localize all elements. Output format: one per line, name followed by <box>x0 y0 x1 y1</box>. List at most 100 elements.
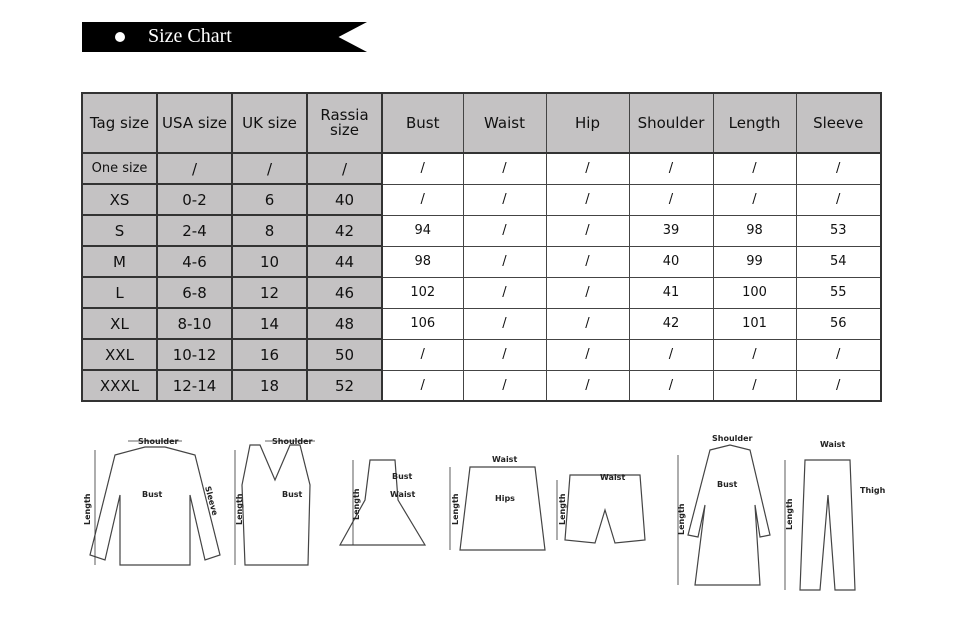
table-cell: / <box>231 152 308 185</box>
table-cell: 0-2 <box>156 183 233 216</box>
label-shoulder-2: Shoulder <box>272 437 313 446</box>
table-cell: 99 <box>712 245 797 278</box>
table-cell: 40 <box>628 245 714 278</box>
column-header: Length <box>712 92 797 154</box>
table-cell: 44 <box>306 245 383 278</box>
table-row: XXL 10-12 16 50// / / / / <box>81 338 882 371</box>
table-cell: XL <box>81 307 158 340</box>
table-cell: 6-8 <box>156 276 233 309</box>
label-length-1: Length <box>83 493 92 525</box>
column-header: Tag size <box>81 92 158 154</box>
table-cell: 41 <box>628 276 714 309</box>
table-cell: 42 <box>306 214 383 247</box>
table-cell: / <box>545 369 630 402</box>
table-cell: / <box>156 152 233 185</box>
label-sleeve: Sleeve <box>203 485 220 517</box>
table-cell: XXXL <box>81 369 158 402</box>
table-cell: L <box>81 276 158 309</box>
label-waist-2: Waist <box>492 455 517 464</box>
table-cell: 16 <box>231 338 308 371</box>
table-row: L 6-8 12 46 102//41 100 55 <box>81 276 882 309</box>
table-cell: / <box>795 369 882 402</box>
table-cell: 50 <box>306 338 383 371</box>
table-cell: / <box>545 152 630 185</box>
table-row: XL 8-10 14 48 106//42 101 56 <box>81 307 882 340</box>
table-cell: XXL <box>81 338 158 371</box>
table-cell: / <box>462 214 547 247</box>
label-waist-3: Waist <box>600 473 625 482</box>
label-length-3: Length <box>352 488 361 520</box>
table-cell: 39 <box>628 214 714 247</box>
table-cell: / <box>545 245 630 278</box>
table-row: One size / / / / / / / / / <box>81 152 882 185</box>
table-cell: / <box>462 152 547 185</box>
table-cell: One size <box>81 152 158 185</box>
label-bust-3: Bust <box>392 472 413 481</box>
table-cell: 2-4 <box>156 214 233 247</box>
table-cell: 54 <box>795 245 882 278</box>
label-length-6: Length <box>677 503 686 535</box>
table-cell: 56 <box>795 307 882 340</box>
table-cell: / <box>628 338 714 371</box>
table-row: XS 0-2 6 40// / / / / <box>81 183 882 216</box>
table-cell: 18 <box>231 369 308 402</box>
label-length-7: Length <box>785 498 794 530</box>
table-cell: / <box>712 338 797 371</box>
table-cell: 100 <box>712 276 797 309</box>
column-header: USA size <box>156 92 233 154</box>
page-title: Size Chart <box>148 25 232 47</box>
table-row: XXXL 12-14 18 52// / / / / <box>81 369 882 402</box>
table-cell: / <box>462 307 547 340</box>
label-bust-4: Bust <box>717 480 738 489</box>
table-cell: 8 <box>231 214 308 247</box>
table-cell: 12 <box>231 276 308 309</box>
table-cell: / <box>545 307 630 340</box>
table-cell: 6 <box>231 183 308 216</box>
table-row: M 4-6 10 44 98//40 99 54 <box>81 245 882 278</box>
table-cell: / <box>795 152 882 185</box>
table-cell: 98 <box>381 245 464 278</box>
table-cell: S <box>81 214 158 247</box>
table-cell: / <box>381 183 464 216</box>
label-bust-2: Bust <box>282 490 303 499</box>
table-cell: / <box>545 338 630 371</box>
table-cell: / <box>628 183 714 216</box>
table-cell: / <box>795 183 882 216</box>
table-cell: 40 <box>306 183 383 216</box>
table-cell: 53 <box>795 214 882 247</box>
table-cell: / <box>712 152 797 185</box>
table-cell: / <box>712 369 797 402</box>
table-cell: / <box>462 369 547 402</box>
measurement-illustrations: Shoulder Bust Sleeve Length Shoulder Bus… <box>83 434 885 591</box>
table-cell: 55 <box>795 276 882 309</box>
table-cell: / <box>381 338 464 371</box>
table-cell: 46 <box>306 276 383 309</box>
label-thigh: Thigh <box>860 486 885 495</box>
column-header: Bust <box>381 92 464 154</box>
column-header: Rassia size <box>306 92 383 154</box>
label-length-2: Length <box>235 493 244 525</box>
table-row: S 2-4 8 42 94//39 98 53 <box>81 214 882 247</box>
column-header: Waist <box>462 92 547 154</box>
label-shoulder-1: Shoulder <box>138 437 179 446</box>
table-cell: / <box>381 152 464 185</box>
label-waist-4: Waist <box>820 440 845 449</box>
table-cell: 42 <box>628 307 714 340</box>
table-cell: / <box>462 245 547 278</box>
label-waist-1: Waist <box>390 490 415 499</box>
label-length-4: Length <box>451 493 460 525</box>
table-cell: XS <box>81 183 158 216</box>
size-chart-banner: Size Chart <box>82 22 367 52</box>
column-header: Hip <box>545 92 630 154</box>
table-cell: / <box>628 369 714 402</box>
table-cell: 98 <box>712 214 797 247</box>
table-cell: / <box>462 183 547 216</box>
label-length-5: Length <box>558 493 567 525</box>
table-cell: 106 <box>381 307 464 340</box>
table-cell: 48 <box>306 307 383 340</box>
label-bust-1: Bust <box>142 490 163 499</box>
table-cell: 8-10 <box>156 307 233 340</box>
table-cell: / <box>545 276 630 309</box>
column-header: UK size <box>231 92 308 154</box>
table-cell: / <box>628 152 714 185</box>
